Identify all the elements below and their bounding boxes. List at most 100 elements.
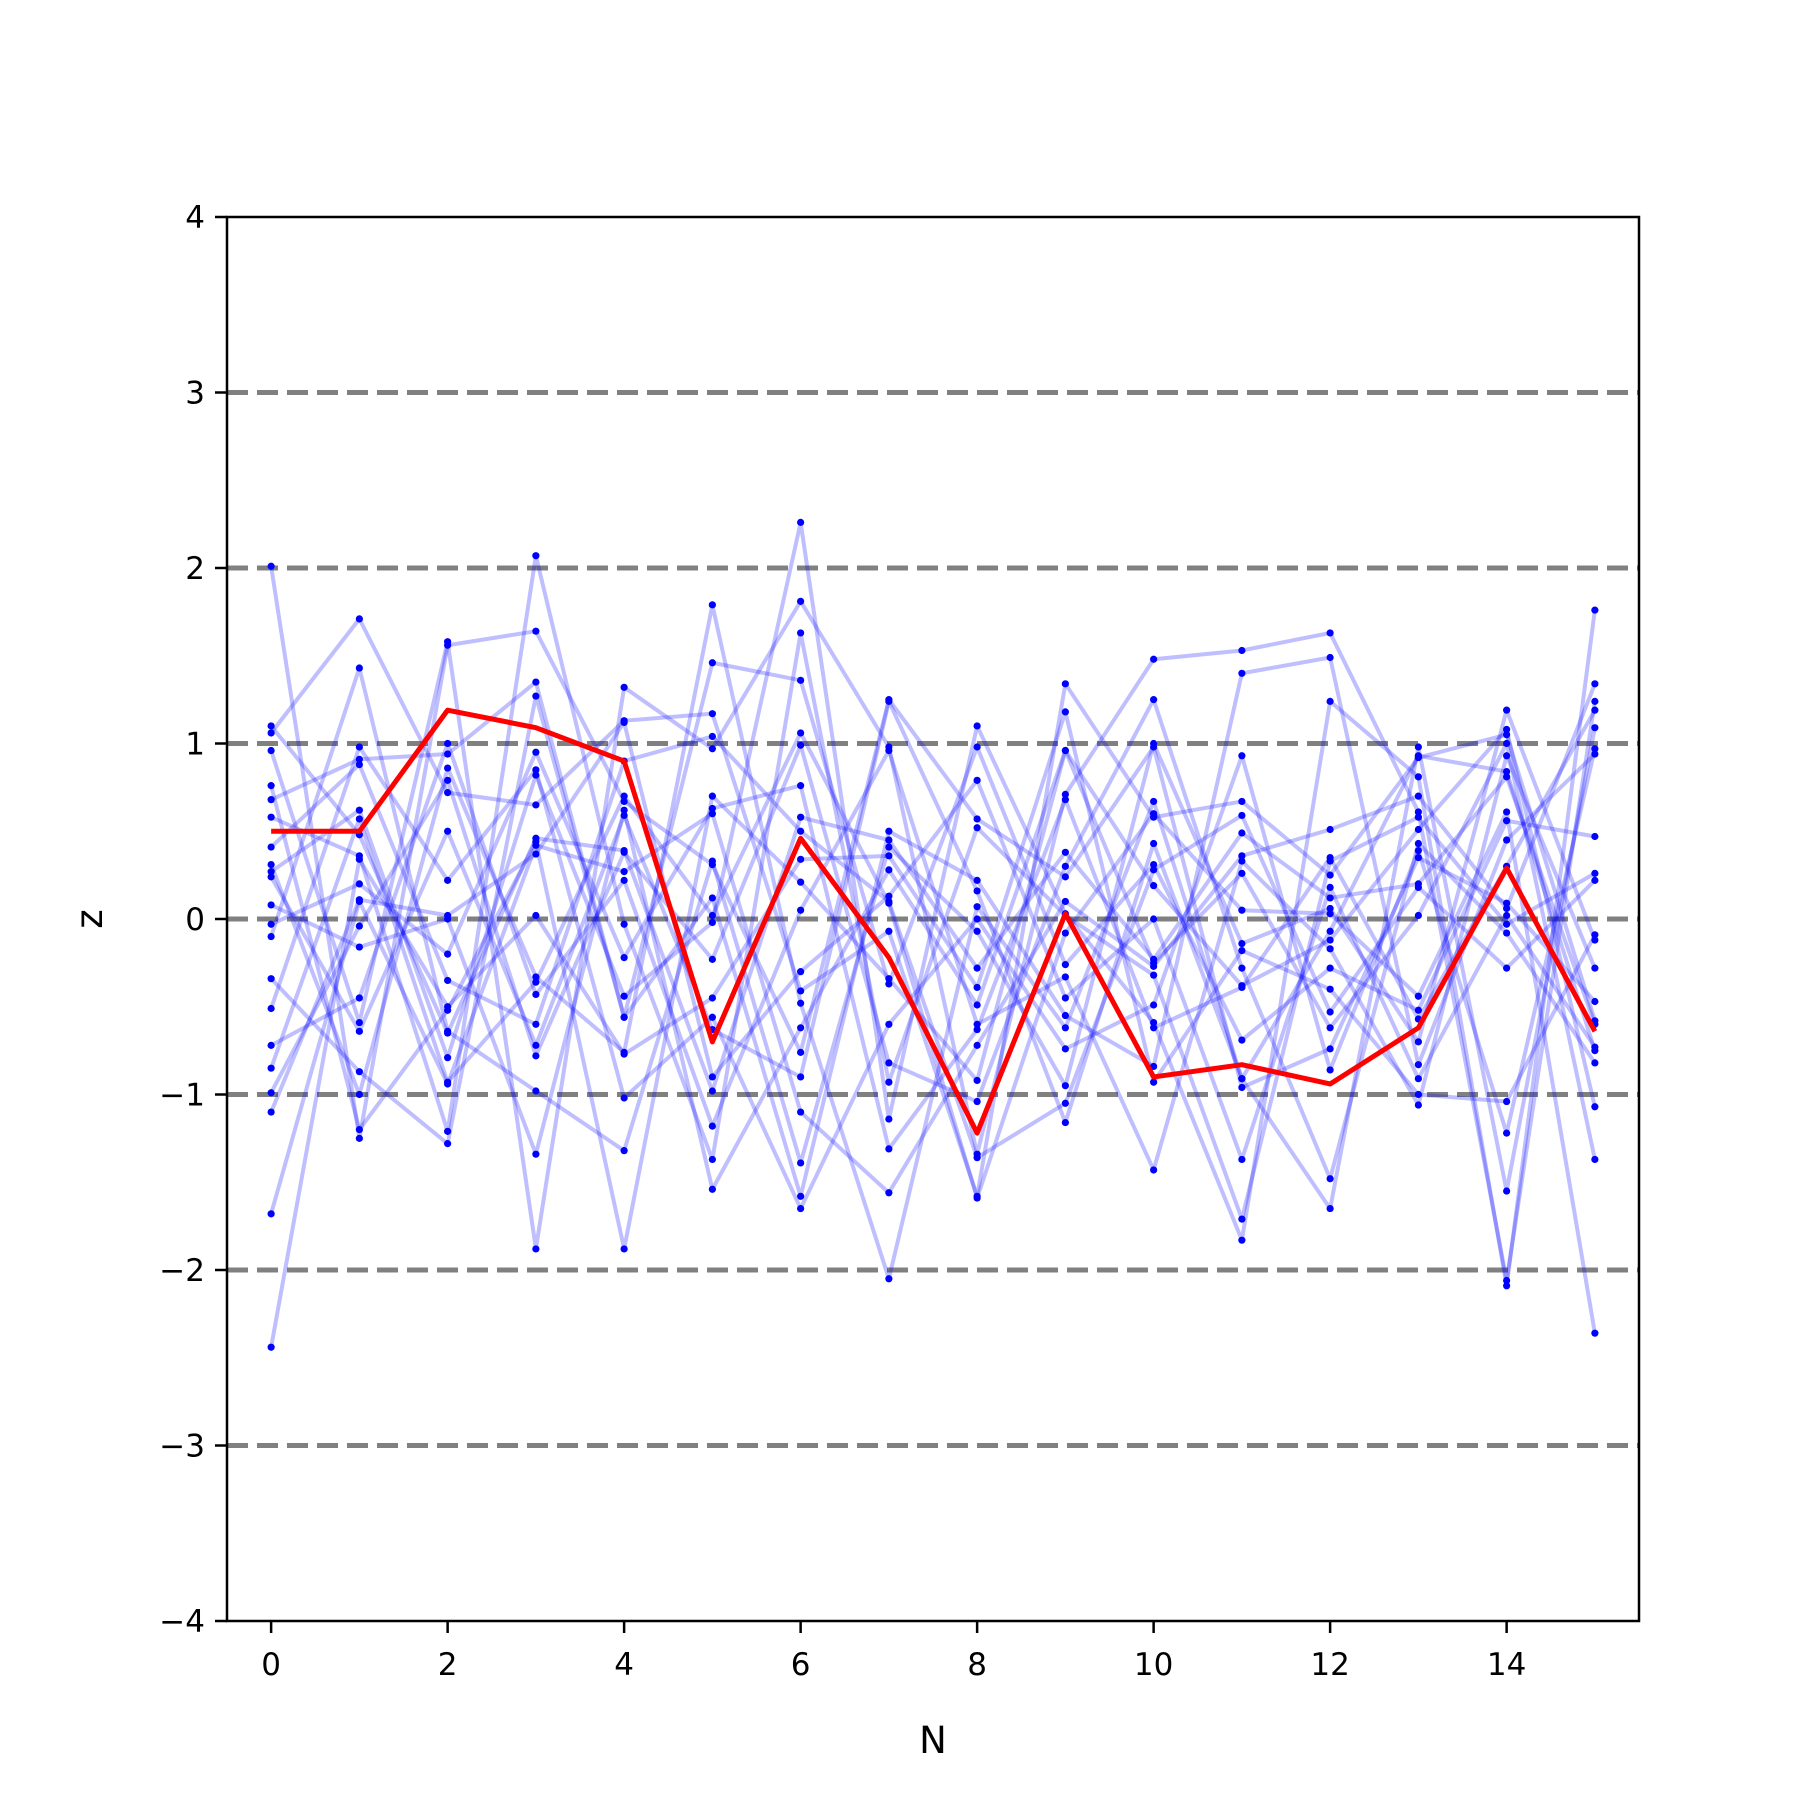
data-point <box>1591 936 1599 944</box>
data-point <box>1503 911 1511 920</box>
data-point <box>620 797 628 806</box>
data-point <box>708 1013 716 1021</box>
data-point <box>1238 869 1246 877</box>
data-point <box>1591 1329 1599 1337</box>
data-point <box>1061 1082 1069 1090</box>
background-series-line <box>269 666 1597 1165</box>
data-point <box>1150 1001 1158 1009</box>
data-point <box>708 911 716 920</box>
data-point <box>1061 1024 1069 1032</box>
data-point <box>444 764 452 772</box>
data-point <box>355 1027 363 1035</box>
background-series-line <box>269 697 1597 1181</box>
data-point <box>1503 773 1511 781</box>
x-axis-label: N <box>919 1719 947 1762</box>
data-point <box>1591 680 1599 688</box>
data-point <box>1061 708 1069 716</box>
data-point <box>708 804 716 813</box>
data-point <box>1414 846 1422 855</box>
background-series-line <box>269 709 1597 1348</box>
data-point <box>885 1115 893 1123</box>
data-point <box>1591 1155 1599 1164</box>
data-point <box>1238 983 1246 992</box>
data-point <box>1326 871 1334 879</box>
data-point <box>355 1090 363 1099</box>
data-point <box>1238 1236 1246 1244</box>
data-point <box>1238 752 1246 760</box>
data-point <box>355 1126 363 1134</box>
data-point <box>1414 813 1422 821</box>
data-point <box>1591 1103 1599 1111</box>
data-point <box>444 911 452 920</box>
data-point <box>1150 810 1158 818</box>
data-point <box>1414 883 1422 892</box>
data-point <box>532 973 540 981</box>
data-point <box>708 1122 716 1130</box>
data-point <box>973 1194 981 1202</box>
data-point <box>532 841 540 849</box>
highlight-series <box>271 707 1598 1136</box>
data-point <box>1061 848 1069 856</box>
y-tick-label: −2 <box>159 1253 205 1289</box>
data-point <box>1326 653 1334 662</box>
data-point <box>1591 750 1599 758</box>
data-point <box>1061 1118 1069 1127</box>
data-point <box>1326 825 1334 834</box>
data-point <box>708 1185 716 1193</box>
data-point <box>532 850 540 858</box>
data-point <box>885 1145 893 1153</box>
data-point <box>444 1027 452 1035</box>
data-point <box>355 1134 363 1142</box>
data-point <box>620 1245 628 1253</box>
data-point <box>708 792 716 800</box>
data-point <box>885 866 893 874</box>
data-point <box>267 1343 275 1351</box>
data-point <box>267 932 275 941</box>
data-point <box>708 894 716 902</box>
data-point <box>444 876 452 884</box>
data-point <box>708 1155 716 1164</box>
data-point <box>620 1147 628 1155</box>
data-point <box>1503 1187 1511 1195</box>
data-point <box>444 1080 452 1088</box>
background-series-line <box>269 720 1597 1162</box>
data-point <box>1591 697 1599 705</box>
data-point <box>1326 697 1334 705</box>
background-series-line <box>270 727 1597 1192</box>
background-series-line <box>270 553 1596 1222</box>
data-point <box>1326 1175 1334 1183</box>
data-point <box>355 1068 363 1076</box>
data-point <box>973 824 981 832</box>
data-point <box>708 918 716 927</box>
background-series-line <box>269 734 1597 1160</box>
data-point <box>1591 706 1599 714</box>
data-point <box>1150 971 1158 979</box>
data-point <box>708 601 716 609</box>
data-point <box>444 776 452 784</box>
data-point <box>797 878 805 886</box>
data-point <box>1061 961 1069 969</box>
data-point <box>885 746 893 755</box>
data-point <box>1414 743 1422 751</box>
background-series-points <box>267 518 1599 1351</box>
data-point <box>1591 745 1599 753</box>
data-point <box>973 1154 981 1162</box>
x-tick-label: 12 <box>1310 1647 1349 1683</box>
data-point <box>973 1041 981 1049</box>
data-point <box>1326 985 1334 993</box>
x-tick-label: 6 <box>791 1647 811 1683</box>
data-point <box>1503 836 1511 844</box>
data-point <box>444 638 452 646</box>
data-point <box>885 1020 893 1028</box>
data-point <box>885 892 893 900</box>
data-point <box>1150 839 1158 848</box>
data-point <box>444 827 452 835</box>
data-point <box>532 801 540 809</box>
data-point <box>532 978 540 986</box>
data-point <box>1503 739 1511 748</box>
data-point <box>620 811 628 820</box>
data-point <box>797 1024 805 1032</box>
data-point <box>973 903 981 911</box>
data-point <box>1414 773 1422 781</box>
data-point <box>797 855 805 863</box>
